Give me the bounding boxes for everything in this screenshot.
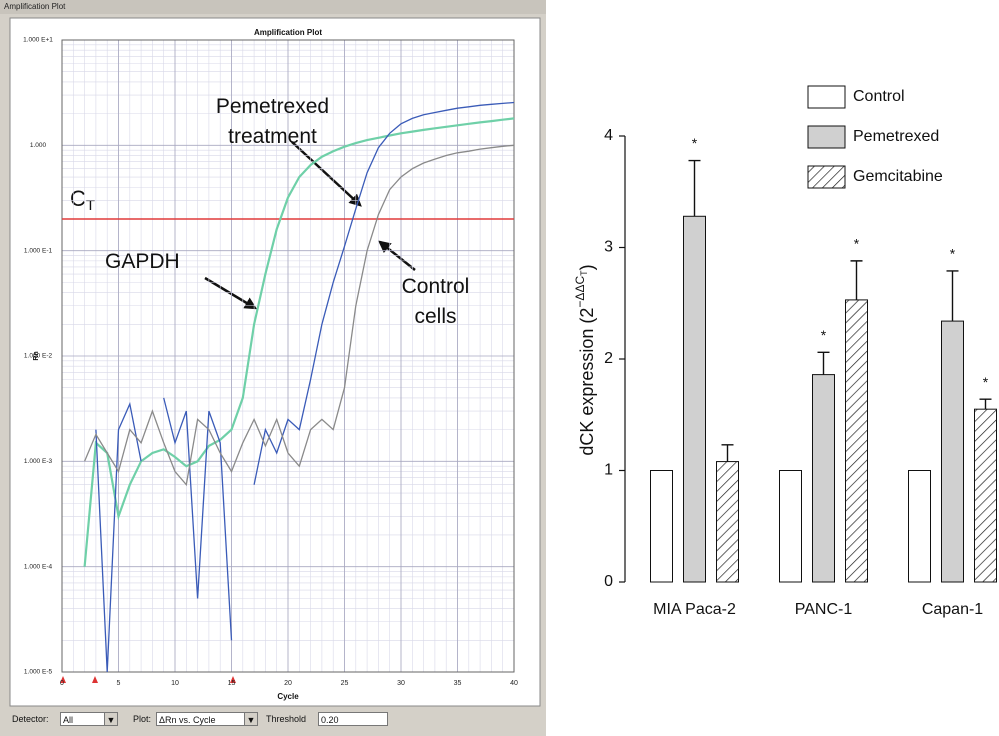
annotation: Control cells <box>401 275 470 328</box>
bar <box>974 408 997 583</box>
series-line <box>84 144 515 487</box>
significance-mark: * <box>950 246 956 262</box>
annotation: GAPDH <box>105 250 180 273</box>
arrow <box>291 141 362 207</box>
y-tick-label: 1.000 E+1 <box>23 37 53 44</box>
bar <box>812 374 835 583</box>
y-tick-label: 3 <box>604 239 613 256</box>
y-tick-label: 1.000 E-4 <box>24 563 53 570</box>
arrow <box>378 240 416 271</box>
plot-label: Plot: <box>133 714 152 724</box>
y-tick-label: 1 <box>604 462 613 479</box>
plot-border <box>61 39 515 673</box>
legend-swatch <box>807 125 846 149</box>
x-tick-label: Capan-1 <box>922 601 983 618</box>
y-tick-label: 2 <box>604 350 613 367</box>
significance-mark: * <box>854 236 860 252</box>
x-tick-label: 35 <box>454 680 462 687</box>
y-tick-label: 1.000 E-5 <box>24 669 53 676</box>
detector-label: Detector: <box>12 714 49 724</box>
bar <box>908 470 931 583</box>
threshold-text-sub: T <box>86 197 95 214</box>
legend-label: Control <box>853 88 905 105</box>
y-tick-label: 4 <box>604 127 613 144</box>
error-bar <box>946 270 959 322</box>
y-label-end: ) <box>577 264 597 270</box>
threshold-text-main: C <box>70 186 86 211</box>
y-axis-label: dCK expression (2−ΔΔCT) <box>573 264 597 455</box>
error-bar <box>817 351 830 375</box>
significance-mark: * <box>821 327 827 343</box>
title-bar <box>0 0 546 14</box>
threshold-text: CT <box>70 186 95 214</box>
y-label-main: dCK expression (2 <box>577 308 597 456</box>
y-tick-label: 0 <box>604 573 613 590</box>
plot-select[interactable]: ΔRn vs. Cycle <box>156 712 258 726</box>
x-axis-label: Cycle <box>277 692 299 701</box>
x-tick-label: 0 <box>60 680 64 687</box>
legend-swatch <box>807 165 846 189</box>
bar <box>845 299 868 583</box>
x-tick-label: 30 <box>397 680 405 687</box>
x-tick-label: 25 <box>341 680 349 687</box>
error-bar <box>721 444 734 462</box>
x-tick-label: PANC-1 <box>795 601 853 618</box>
threshold-input[interactable]: 0.20 <box>318 712 388 726</box>
bar <box>779 470 802 583</box>
y-tick-label: 1.000 E-1 <box>24 247 53 254</box>
legend-label: Gemcitabine <box>853 168 943 185</box>
bar <box>716 461 739 583</box>
bar <box>683 215 706 583</box>
plot-panel <box>9 17 541 707</box>
legend-label: Pemetrexed <box>853 128 939 145</box>
cycle-marker <box>60 676 236 683</box>
x-tick-label: 5 <box>117 680 121 687</box>
x-tick-label: 40 <box>510 680 518 687</box>
annotation: Pemetrexed treatment <box>215 95 330 148</box>
x-tick-label: MIA Paca-2 <box>653 601 736 618</box>
x-tick-label: 10 <box>171 680 179 687</box>
y-tick-label: 1.000 E-3 <box>24 458 53 465</box>
error-bar <box>979 398 992 410</box>
y-label-exponent: −ΔΔC <box>573 276 587 308</box>
y-label-subscript: T <box>579 270 589 276</box>
y-axis-label: Rn <box>33 351 40 360</box>
threshold-label: Threshold <box>266 714 307 724</box>
window-title: Amplification Plot <box>4 2 66 11</box>
dropdown-arrow[interactable]: ▼ <box>244 712 258 726</box>
error-bar <box>850 260 863 300</box>
series-line <box>95 101 515 673</box>
bar <box>941 320 964 583</box>
series-line <box>83 117 515 567</box>
arrow <box>204 276 258 310</box>
bar <box>650 470 673 583</box>
legend-swatch <box>807 85 846 109</box>
x-tick-label: 15 <box>228 680 236 687</box>
significance-mark: * <box>983 374 989 390</box>
y-tick-label: 1.000 E-2 <box>24 353 53 360</box>
chart-title: Amplification Plot <box>254 28 322 37</box>
significance-mark: * <box>692 135 698 151</box>
x-tick-label: 20 <box>284 680 292 687</box>
error-bar <box>688 159 701 217</box>
y-tick-label: 1.000 <box>30 142 47 149</box>
dropdown-arrow[interactable]: ▼ <box>104 712 118 726</box>
